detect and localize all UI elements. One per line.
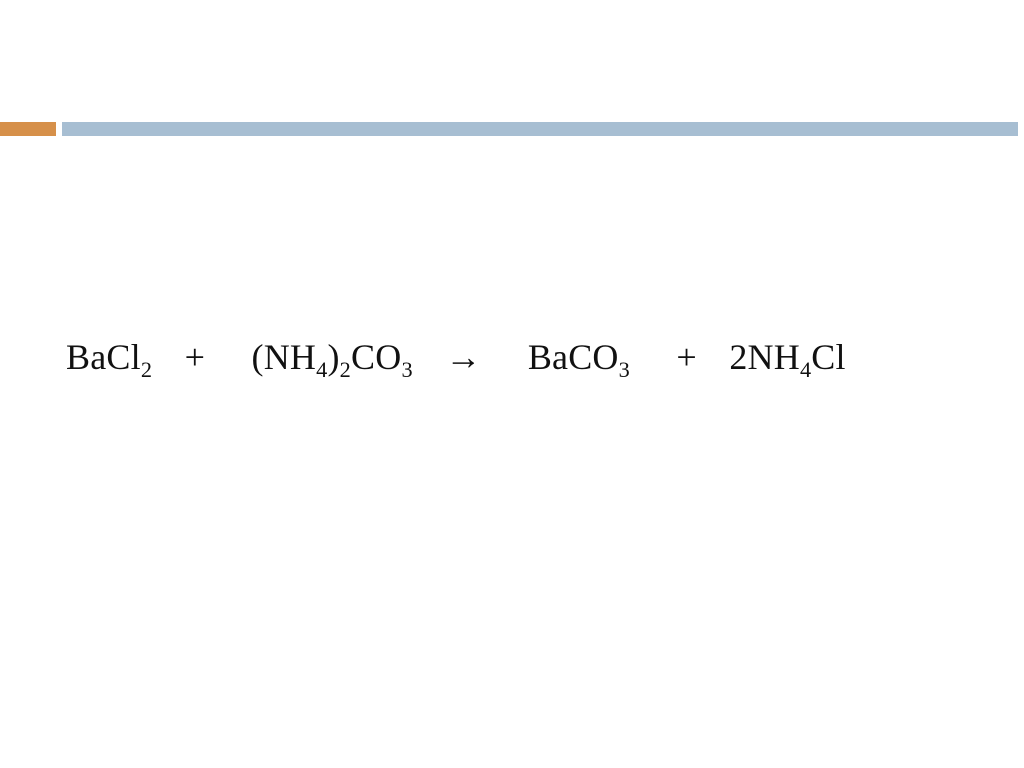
product-2nh4cl: 2NH4Cl [729,337,845,377]
plus-sign: + [676,337,697,377]
plus-sign: + [185,337,206,377]
accent-bar-blue [62,122,1018,136]
product-baco3: BaCO3 [528,337,630,377]
reaction-arrow: → [445,337,481,377]
reactant-bacl2: BaCl2 [66,337,152,377]
chemical-equation: BaCl2 + (NH4)2CO3 → BaCO3 + 2NH4Cl [66,336,846,378]
accent-bar-orange [0,122,56,136]
reactant-nh4-2-co3: (NH4)2CO3 [252,337,413,377]
slide: BaCl2 + (NH4)2CO3 → BaCO3 + 2NH4Cl [0,0,1024,768]
